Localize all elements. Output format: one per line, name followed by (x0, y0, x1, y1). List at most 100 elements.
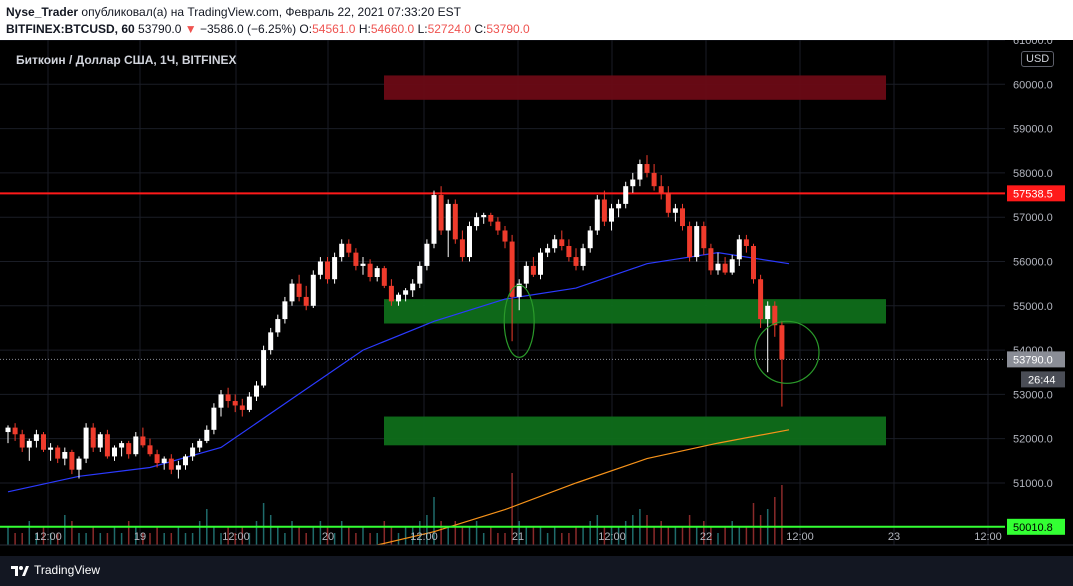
candle-body (12, 427, 18, 435)
volume-bar (681, 527, 684, 545)
candle-body (232, 401, 238, 406)
username[interactable]: Nyse_Trader (6, 5, 79, 19)
time-tick-label: 21 (512, 531, 524, 543)
brand-name[interactable]: TradingView (34, 563, 101, 577)
change-value: −3586.0 (−6.25%) (200, 22, 297, 36)
candle-body (55, 447, 61, 459)
candle-body (424, 243, 430, 266)
volume-bar (106, 533, 109, 545)
candle-body (729, 259, 735, 273)
candle-body (5, 427, 11, 433)
volume-bar (411, 527, 414, 545)
time-tick-label: 19 (134, 531, 146, 543)
candle-body (488, 214, 494, 222)
close-label: C: (474, 22, 487, 36)
candle-body (722, 263, 728, 273)
publish-line: Nyse_Trader опубликовал(а) на TradingVie… (6, 5, 461, 19)
volume-bar (348, 527, 350, 545)
volume-bar (419, 521, 421, 545)
header: Nyse_Trader опубликовал(а) на TradingVie… (0, 0, 1073, 40)
price-chart[interactable]: 61000.0 60000.0 59000.0 58000.0 57000.0 56000… (0, 40, 1073, 586)
price-axis (1005, 40, 1073, 545)
candle-body (140, 436, 146, 446)
candle-body (758, 279, 764, 320)
price-tick-label: 52000.0 (1013, 434, 1053, 446)
time-tick-label: 12:00 (974, 531, 1002, 543)
volume-bar (617, 527, 620, 545)
price-level-tag: 57538.5 (1013, 188, 1053, 200)
candle-body (459, 239, 465, 258)
candle-body (736, 239, 742, 260)
candle-body (530, 265, 536, 275)
volume-bar (241, 527, 244, 545)
candle-body (126, 443, 132, 455)
candle-body (495, 221, 501, 231)
price-tick-label: 59000.0 (1013, 124, 1053, 136)
candle-body (502, 230, 508, 242)
volume-bar (738, 527, 741, 545)
volume-bar (28, 521, 31, 545)
time-tick-label: 12:00 (34, 531, 62, 543)
candle-body (481, 214, 487, 218)
candle-body (474, 217, 480, 227)
volume-bar (369, 533, 371, 545)
candle-body (168, 458, 174, 470)
candle-body (573, 257, 579, 266)
volume-bar (589, 521, 591, 545)
low-value: 52724.0 (427, 22, 471, 36)
candle-body (268, 332, 274, 351)
candle-body (396, 294, 401, 302)
high-value: 54660.0 (370, 22, 415, 36)
candle-body (246, 396, 252, 410)
candle-body (104, 434, 110, 457)
candle-body (225, 394, 231, 402)
candle-body (282, 301, 288, 320)
volume-bar (596, 515, 599, 545)
candle-body (19, 434, 25, 448)
time-tick-label: 20 (322, 531, 334, 543)
candle-body (360, 263, 366, 266)
volume-bar (312, 527, 315, 545)
price-tick-label: 51000.0 (1013, 478, 1053, 490)
volume-bar (227, 527, 229, 545)
chart-area[interactable]: 61000.0 60000.0 59000.0 58000.0 57000.0 56000… (0, 40, 1073, 586)
symbol[interactable]: BITFINEX:BTCUSD, 60 (6, 22, 135, 36)
volume-bar (717, 533, 719, 545)
candle-body (616, 203, 622, 209)
highlight-circle (503, 284, 535, 358)
candle-body (90, 427, 96, 448)
volume-bar (198, 521, 201, 545)
volume-bar (163, 533, 165, 545)
candle-body (310, 274, 316, 306)
candle-body (687, 226, 693, 258)
volume-bar (497, 533, 499, 545)
candle-body (587, 230, 593, 249)
candle-body (112, 447, 117, 457)
candle-body (62, 451, 68, 459)
candle-body (431, 195, 437, 244)
candle-body (665, 192, 671, 213)
volume-bar (447, 527, 449, 545)
price-tick-label: 53000.0 (1013, 389, 1053, 401)
candle-body (183, 456, 188, 466)
candle-body (509, 241, 515, 297)
volume-bar (35, 533, 38, 545)
candle-body (417, 265, 423, 284)
tradingview-logo-icon[interactable] (10, 562, 30, 578)
candle-body (410, 283, 416, 291)
zone-resistance (384, 75, 886, 100)
volume-bar (632, 515, 634, 545)
candle-body (516, 283, 522, 297)
candle-body (346, 243, 352, 253)
volume-bar (305, 533, 307, 545)
candle-body (388, 285, 394, 302)
time-tick-label: 12:00 (786, 531, 814, 543)
time-tick-label: 12:00 (222, 531, 250, 543)
currency-button[interactable]: USD (1021, 51, 1055, 67)
volume-bar (504, 533, 506, 545)
price-tick-label: 56000.0 (1013, 256, 1053, 268)
candle-body (751, 245, 756, 280)
candle-body (303, 296, 309, 306)
time-tick-label: 12:00 (410, 531, 438, 543)
volume-bar (269, 515, 272, 545)
